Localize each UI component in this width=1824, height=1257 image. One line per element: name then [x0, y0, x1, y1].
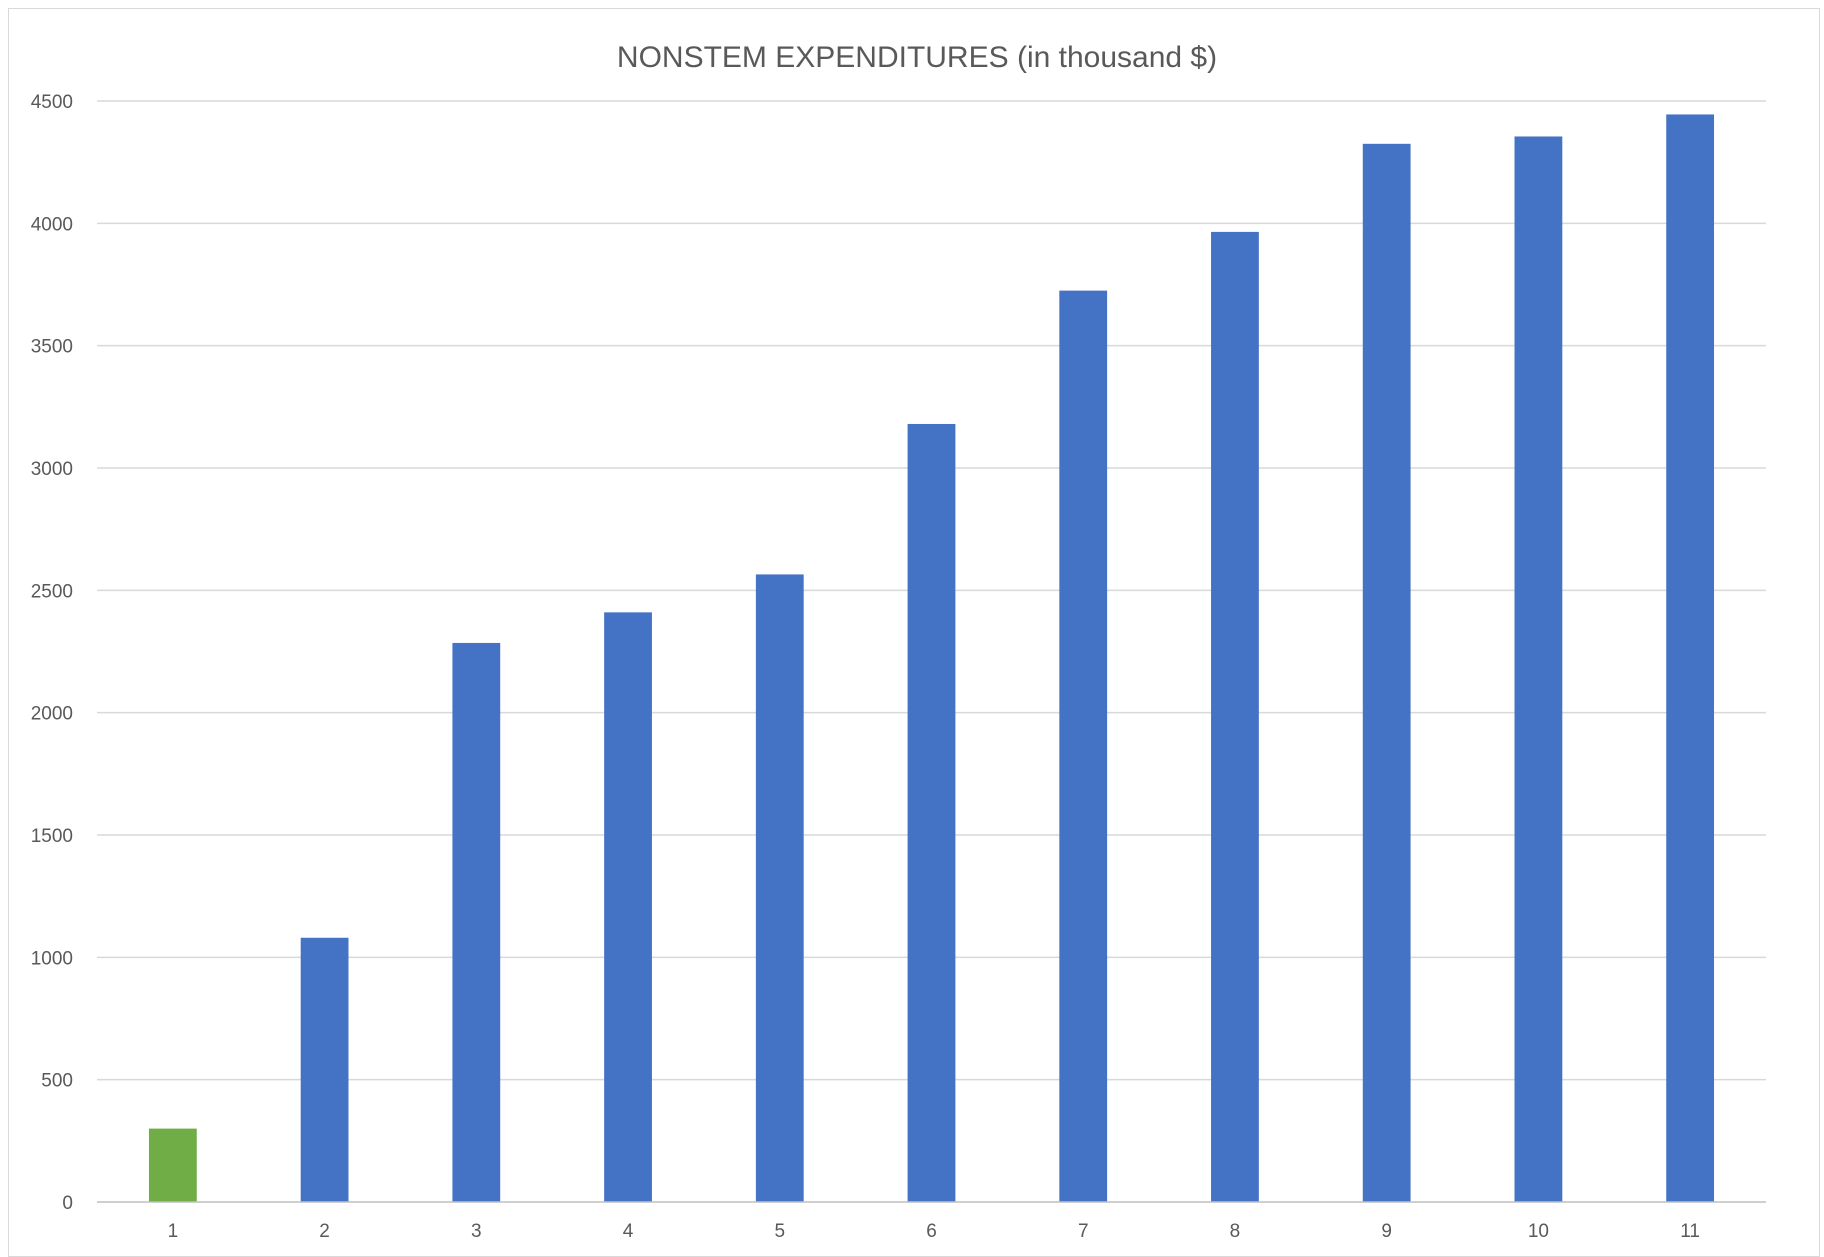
y-tick-label: 1000 — [31, 948, 73, 969]
bar-11 — [1666, 114, 1715, 1202]
y-tick-label: 3000 — [31, 459, 73, 480]
x-tick-label: 10 — [1528, 1221, 1549, 1242]
bars — [148, 114, 1715, 1203]
y-tick-label: 3500 — [31, 337, 73, 358]
x-tick-label: 1 — [168, 1221, 179, 1242]
bar-8 — [1211, 231, 1259, 1202]
x-tick-label: 9 — [1381, 1221, 1392, 1242]
bar-6 — [907, 423, 956, 1203]
chart-frame: NONSTEM EXPENDITURES (in thousand $) 0 50… — [8, 8, 1820, 1257]
y-tick-label: 500 — [41, 1071, 73, 1092]
bar-1 — [148, 1128, 197, 1202]
x-tick-label: 3 — [471, 1221, 482, 1242]
x-tick-label: 11 — [1680, 1221, 1700, 1242]
y-tick-label: 2500 — [31, 581, 73, 602]
bar-5 — [755, 574, 804, 1202]
x-tick-label: 8 — [1230, 1221, 1241, 1242]
y-axis-tick-labels: 0 500 1000 1500 2000 2500 3000 3500 4000 4500 — [31, 92, 73, 1214]
bar-9 — [1362, 143, 1411, 1203]
bar-10 — [1514, 136, 1563, 1202]
bar-3 — [452, 642, 501, 1202]
x-tick-label: 7 — [1078, 1221, 1089, 1242]
x-tick-label: 5 — [774, 1221, 785, 1242]
y-tick-label: 0 — [62, 1193, 73, 1214]
y-tick-label: 4500 — [31, 92, 73, 113]
bar-4 — [604, 612, 652, 1202]
bar-chart: NONSTEM EXPENDITURES (in thousand $) 050… — [31, 41, 1766, 1242]
y-tick-label: 4000 — [31, 214, 73, 235]
bar-2 — [300, 937, 349, 1202]
x-axis-tick-labels: 1 2 3 4 5 6 7 8 9 10 11 — [168, 1221, 1700, 1242]
x-tick-label: 2 — [319, 1221, 330, 1242]
chart-title: NONSTEM EXPENDITURES (in thousand $) — [617, 41, 1217, 74]
y-tick-label: 2000 — [31, 704, 73, 725]
x-tick-label: 4 — [623, 1221, 634, 1242]
bar-7 — [1059, 290, 1108, 1202]
y-tick-label: 1500 — [31, 826, 73, 847]
x-tick-label: 6 — [926, 1221, 937, 1242]
